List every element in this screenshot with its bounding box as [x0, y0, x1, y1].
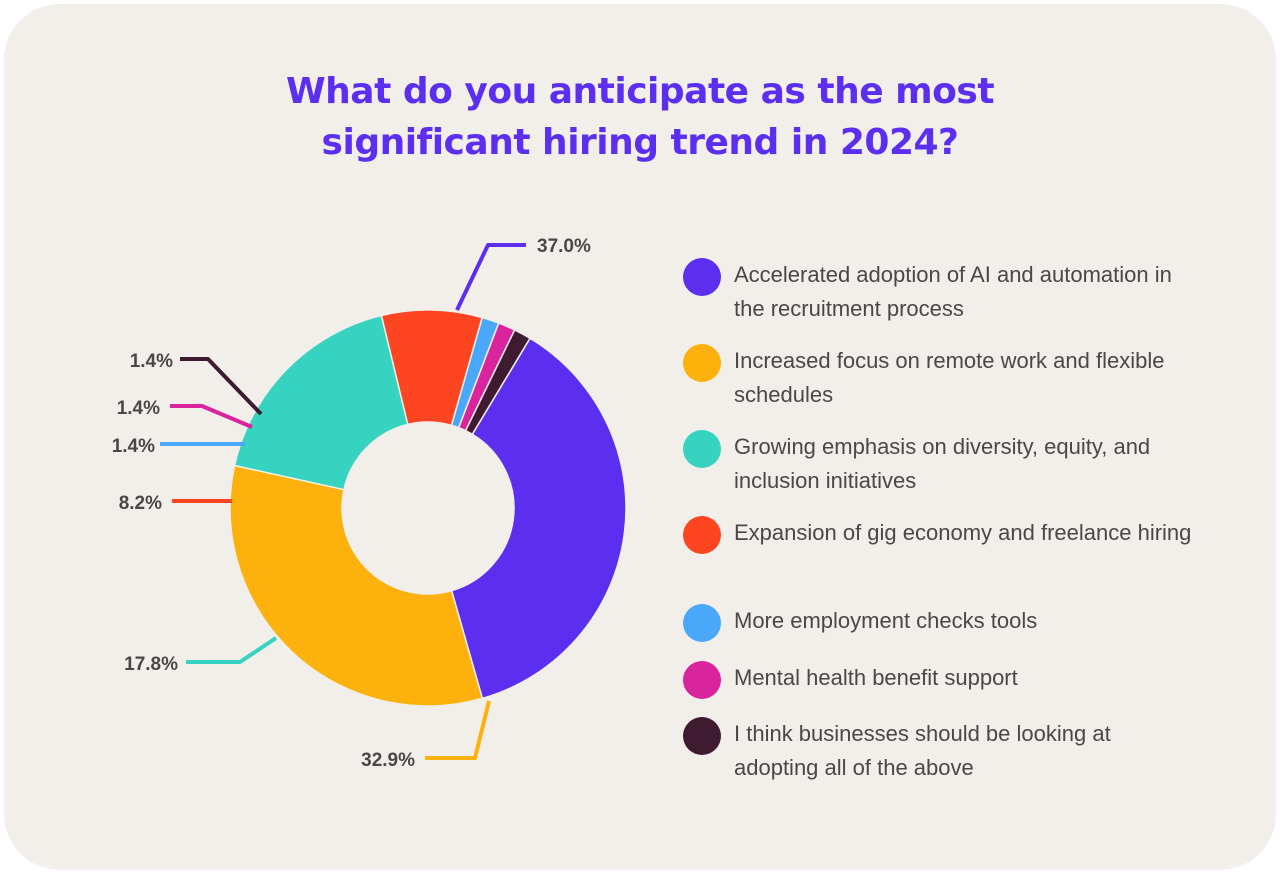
legend-label: More employment checks tools: [734, 608, 1038, 633]
legend-swatch: [683, 516, 721, 554]
slice-value-label-3: 17.8%: [124, 654, 178, 675]
leader-line-7: [180, 357, 263, 416]
chart-title-line-1: What do you anticipate as the most: [285, 71, 995, 112]
leader-line-6: [170, 404, 253, 429]
slice-value-label-1: 37.0%: [537, 236, 591, 257]
chart-title: What do you anticipate as the most signi…: [0, 66, 1280, 168]
legend-swatch: [683, 661, 721, 699]
leader-line-2: [425, 700, 491, 760]
legend-item-4: Expansion of gig economy and freelance h…: [683, 516, 1194, 554]
chart-title-line-2: significant hiring trend in 2024?: [321, 122, 959, 163]
legend-item-5: More employment checks tools: [683, 604, 1194, 642]
legend-label: Increased focus on remote work and flexi…: [734, 348, 1165, 407]
legend-item-1: Accelerated adoption of AI and automatio…: [683, 258, 1194, 326]
slice-value-label-7: 1.4%: [130, 351, 173, 372]
legend-item-7: I think businesses should be looking at …: [683, 717, 1194, 785]
donut-slice-2: [229, 464, 484, 707]
slice-value-label-6: 1.4%: [117, 398, 160, 419]
legend-swatch: [683, 344, 721, 382]
legend-item-2: Increased focus on remote work and flexi…: [683, 344, 1194, 412]
legend-item-3: Growing emphasis on diversity, equity, a…: [683, 430, 1194, 498]
slice-value-label-2: 32.9%: [361, 750, 415, 771]
legend-swatch: [683, 430, 721, 468]
donut-slice-7: [464, 328, 532, 436]
legend-swatch: [683, 717, 721, 755]
chart-card: [4, 4, 1276, 870]
donut-slice-1: [450, 337, 627, 700]
legend-swatch: [683, 604, 721, 642]
legend-label: I think businesses should be looking at …: [734, 721, 1111, 780]
slice-value-label-4: 8.2%: [119, 493, 162, 514]
legend-swatch: [683, 258, 721, 296]
donut-slice-3: [233, 314, 409, 491]
legend-label: Growing emphasis on diversity, equity, a…: [734, 434, 1151, 493]
legend-label: Expansion of gig economy and freelance h…: [734, 520, 1192, 545]
leader-line-3: [186, 636, 278, 664]
legend-label: Accelerated adoption of AI and automatio…: [734, 262, 1172, 321]
legend-label: Mental health benefit support: [734, 665, 1018, 690]
slice-value-label-5: 1.4%: [112, 436, 155, 457]
leader-line-1: [455, 243, 526, 311]
legend-item-6: Mental health benefit support: [683, 661, 1194, 699]
